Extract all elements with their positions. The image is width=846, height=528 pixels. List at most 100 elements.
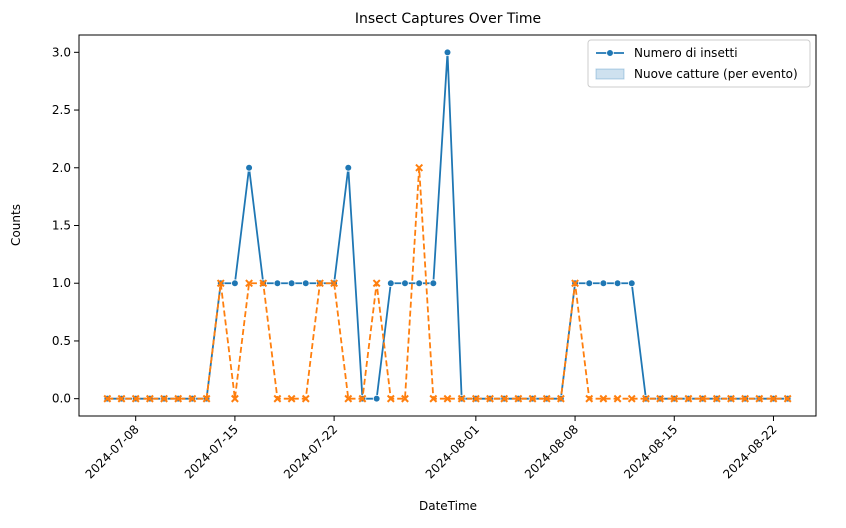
- y-tick-label: 0.5: [52, 334, 71, 348]
- x-marker: [330, 279, 339, 288]
- series-point-0: [627, 279, 636, 288]
- series-point-1: [528, 394, 537, 403]
- x-marker: [216, 279, 225, 288]
- plot-frame: [78, 34, 817, 417]
- legend-label: Numero di insetti: [634, 46, 738, 60]
- x-marker: [117, 394, 126, 403]
- series-point-0: [443, 48, 452, 57]
- series-point-0: [429, 279, 438, 288]
- y-tick-label: 2.0: [52, 161, 71, 175]
- x-marker: [287, 394, 296, 403]
- series-point-1: [556, 394, 565, 403]
- x-marker: [500, 394, 509, 403]
- series-point-1: [613, 394, 622, 403]
- y-axis-title: Counts: [9, 204, 23, 246]
- series-point-0: [245, 163, 253, 172]
- series-point-1: [103, 394, 112, 403]
- x-marker: [642, 394, 650, 403]
- x-marker: [556, 394, 565, 403]
- series-point-1: [542, 394, 551, 403]
- x-marker: [245, 279, 253, 288]
- series-point-1: [769, 394, 778, 403]
- series-point-1: [755, 394, 764, 403]
- x-marker: [401, 394, 409, 403]
- series-point-0: [344, 163, 353, 172]
- x-marker: [684, 394, 693, 403]
- series-point-1: [656, 394, 665, 403]
- series-point-1: [500, 394, 509, 403]
- y-tick-label: 1.5: [52, 219, 71, 233]
- x-marker: [429, 394, 438, 403]
- series-point-1: [273, 394, 282, 403]
- series-point-1: [145, 394, 154, 403]
- series-point-1: [216, 279, 225, 288]
- x-marker: [783, 394, 792, 403]
- x-marker: [613, 394, 622, 403]
- series-point-1: [486, 394, 494, 403]
- series-point-1: [160, 394, 168, 403]
- series-point-1: [259, 279, 268, 288]
- series-point-1: [443, 394, 452, 403]
- x-marker: [131, 394, 140, 403]
- legend-marker-swatch: [606, 49, 614, 57]
- y-tick-label: 1.0: [52, 276, 71, 290]
- x-marker: [301, 394, 310, 403]
- chart-title: Insect Captures Over Time: [355, 11, 541, 27]
- series-point-1: [712, 394, 721, 403]
- series-point-1: [698, 394, 707, 403]
- x-marker: [202, 394, 211, 403]
- x-marker: [103, 394, 112, 403]
- series-point-1: [571, 279, 579, 288]
- x-marker: [316, 279, 324, 288]
- x-marker: [542, 394, 551, 403]
- legend-area-swatch: [595, 68, 625, 80]
- x-marker: [372, 279, 381, 288]
- series-point-1: [301, 394, 310, 403]
- x-marker: [727, 394, 735, 403]
- legend: Numero di insetti Nuove catture (per even…: [587, 39, 811, 88]
- x-marker: [358, 394, 367, 403]
- series-point-1: [642, 394, 650, 403]
- series-point-1: [684, 394, 693, 403]
- x-marker: [174, 394, 183, 403]
- series-point-1: [585, 394, 594, 403]
- series-point-1: [457, 394, 466, 403]
- x-marker: [585, 394, 594, 403]
- x-marker: [741, 394, 750, 403]
- series-point-1: [627, 394, 636, 403]
- series-point-0: [401, 279, 409, 288]
- series-point-1: [783, 394, 792, 403]
- series-point-1: [727, 394, 735, 403]
- series-point-1: [316, 279, 324, 288]
- legend-label: Nuove catture (per evento): [634, 67, 798, 81]
- series-point-1: [202, 394, 211, 403]
- series-point-0: [273, 279, 282, 288]
- series-point-1: [230, 394, 239, 403]
- series-point-1: [471, 394, 480, 403]
- x-marker: [712, 394, 721, 403]
- x-marker: [656, 394, 665, 403]
- x-marker: [599, 394, 608, 403]
- series-point-1: [599, 394, 608, 403]
- series-point-0: [599, 279, 608, 288]
- series-point-1: [429, 394, 438, 403]
- series-point-0: [585, 279, 594, 288]
- y-tick-label: 0.0: [52, 392, 71, 406]
- series-point-1: [670, 394, 679, 403]
- x-marker: [344, 394, 353, 403]
- x-marker: [273, 394, 282, 403]
- x-marker: [769, 394, 778, 403]
- x-marker: [627, 394, 636, 403]
- x-marker: [471, 394, 480, 403]
- series-point-0: [231, 279, 239, 288]
- series-point-0: [287, 279, 296, 288]
- series-point-0: [372, 394, 381, 403]
- x-marker: [443, 394, 452, 403]
- x-marker: [188, 394, 197, 403]
- series-point-0: [415, 279, 423, 288]
- x-marker: [486, 394, 494, 403]
- series-point-1: [386, 394, 395, 403]
- x-marker: [755, 394, 764, 403]
